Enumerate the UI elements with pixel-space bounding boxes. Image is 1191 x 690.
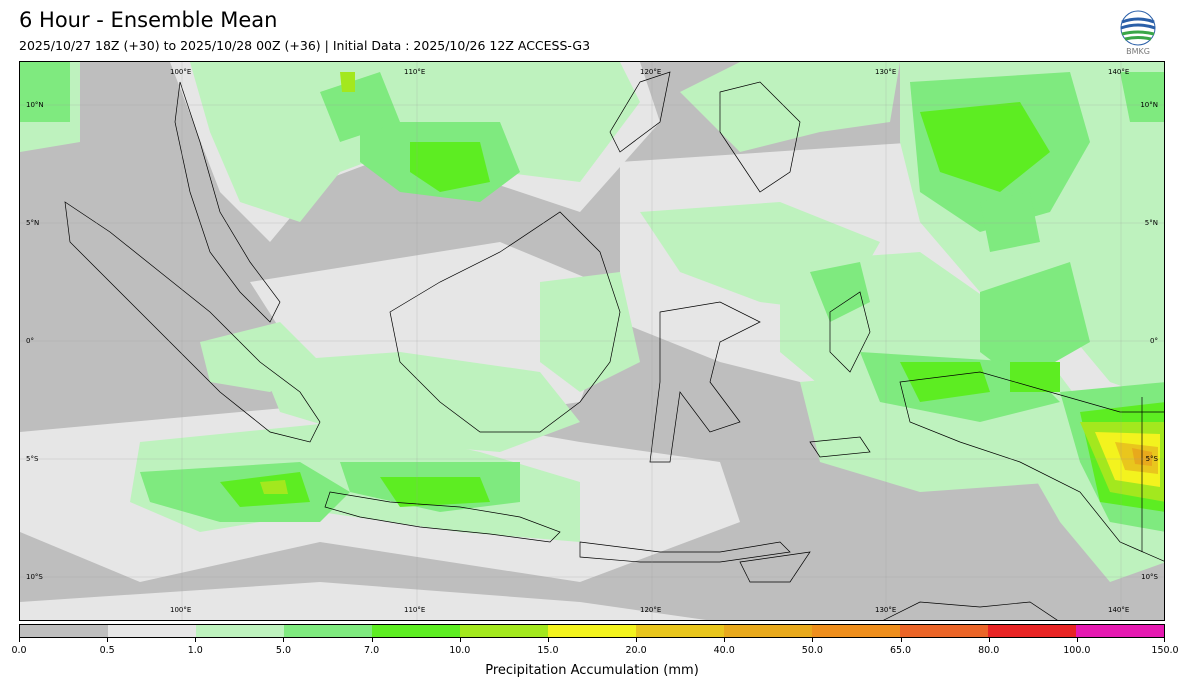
colorbar-tick-mark [812, 638, 814, 642]
colorbar-tick-label: 20.0 [625, 645, 647, 656]
lat-label-5n-right: 5°N [1144, 219, 1158, 227]
colorbar-tick-label: 80.0 [978, 645, 1000, 656]
lat-label-5s-right: 5°S [1145, 455, 1158, 463]
colorbar-tick-label: 65.0 [889, 645, 912, 656]
lon-label-110e-top: 110°E [404, 68, 426, 76]
colorbar-tick-mark [195, 638, 197, 642]
map-canvas [20, 62, 1164, 620]
colorbar-tick-label: 10.0 [449, 645, 471, 656]
colorbar-tick-label: 100.0 [1063, 645, 1091, 656]
colorbar-tick-label: 0.5 [99, 645, 115, 656]
bmkg-logo: BMKG [1118, 10, 1158, 56]
lon-label-120e-bottom: 120°E [640, 606, 662, 614]
colorbar [19, 624, 1165, 638]
colorbar-segment-11 [988, 625, 1076, 637]
colorbar-tick-label: 40.0 [713, 645, 735, 656]
lat-label-5s-left: 5°S [26, 455, 39, 463]
colorbar-label: Precipitation Accumulation (mm) [485, 663, 699, 678]
lon-label-130e-bottom: 130°E [875, 606, 897, 614]
colorbar-tick-mark [19, 638, 20, 642]
lon-label-110e-bottom: 110°E [404, 606, 426, 614]
colorbar-tick-mark [900, 638, 902, 642]
colorbar-tick-mark [107, 638, 109, 642]
colorbar-tick-label: 5.0 [275, 645, 292, 656]
chart-subtitle: 2025/10/27 18Z (+30) to 2025/10/28 00Z (… [19, 38, 591, 53]
lat-label-10s-left: 10°S [26, 573, 43, 581]
colorbar-tick-label: 7.0 [364, 645, 380, 656]
colorbar-segment-6 [548, 625, 636, 637]
bmkg-logo-text: BMKG [1126, 47, 1150, 56]
colorbar-tick-label: 150.0 [1151, 645, 1179, 656]
precip-band-heavy [260, 72, 1164, 502]
colorbar-segment-10 [900, 625, 988, 637]
lon-label-100e-top: 100°E [170, 68, 192, 76]
colorbar-segment-1 [108, 625, 196, 637]
graticule [20, 62, 1164, 620]
lat-label-10s-right: 10°S [1141, 573, 1158, 581]
colorbar-segment-0 [20, 625, 108, 637]
colorbar-segment-9 [812, 625, 900, 637]
precipitation-map: 100°E 110°E 120°E 130°E 140°E 100°E 110°… [19, 61, 1165, 621]
colorbar-segment-3 [284, 625, 372, 637]
colorbar-tick-mark [283, 638, 285, 642]
colorbar-tick-mark [1164, 638, 1165, 642]
colorbar-segment-12 [1076, 625, 1164, 637]
colorbar-tick-mark [547, 638, 549, 642]
colorbar-tick-label: 15.0 [537, 645, 559, 656]
lon-label-100e-bottom: 100°E [170, 606, 192, 614]
chart-title: 6 Hour - Ensemble Mean [19, 8, 278, 32]
colorbar-tick-label: 0.0 [11, 645, 27, 656]
coastlines [64, 71, 1164, 620]
colorbar-segment-4 [372, 625, 460, 637]
lat-label-5n-left: 5°N [26, 219, 40, 227]
colorbar-segment-7 [636, 625, 724, 637]
colorbar-tick-mark [459, 638, 461, 642]
colorbar-segment-2 [196, 625, 284, 637]
colorbar-tick-label: 50.0 [801, 645, 823, 656]
colorbar-tick-label: 1.0 [187, 645, 203, 656]
colorbar-segment-8 [724, 625, 812, 637]
lat-label-10n-left: 10°N [26, 101, 44, 109]
lat-label-0-left: 0° [26, 337, 34, 345]
lon-label-130e-top: 130°E [875, 68, 897, 76]
colorbar-tick-mark [724, 638, 726, 642]
colorbar-tick-mark [371, 638, 373, 642]
colorbar-tick-mark [1076, 638, 1078, 642]
colorbar-segment-5 [460, 625, 548, 637]
lat-label-10n-right: 10°N [1140, 101, 1158, 109]
lon-label-140e-bottom: 140°E [1108, 606, 1130, 614]
colorbar-tick-mark [636, 638, 638, 642]
colorbar-tick-mark [988, 638, 990, 642]
lon-label-120e-top: 120°E [640, 68, 662, 76]
lat-label-0-right: 0° [1150, 337, 1158, 345]
lon-label-140e-top: 140°E [1108, 68, 1130, 76]
